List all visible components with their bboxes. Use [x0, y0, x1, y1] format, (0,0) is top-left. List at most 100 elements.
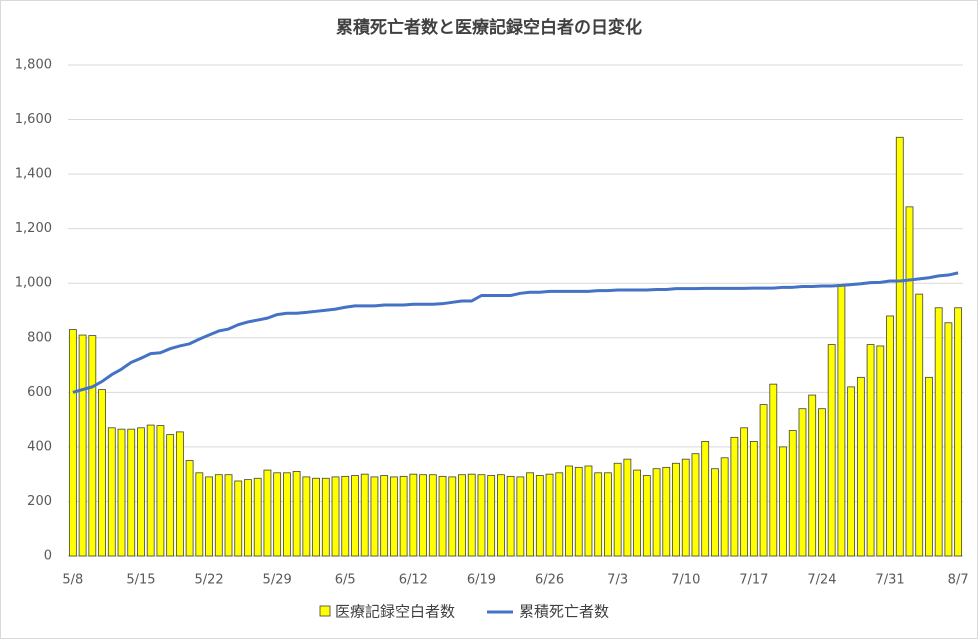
bar [623, 458, 632, 557]
legend-label: 累積死亡者数 [519, 603, 609, 621]
bar [360, 473, 369, 557]
y-tick-label: 1,400 [15, 167, 52, 182]
bar [253, 477, 262, 557]
bar [633, 469, 642, 557]
x-tick-label: 7/3 [607, 573, 628, 588]
bar [88, 335, 97, 557]
bar [535, 475, 544, 557]
bar [642, 475, 651, 557]
bar [477, 474, 486, 557]
bar [779, 446, 787, 557]
x-tick-label: 7/24 [807, 573, 836, 588]
legend-swatch [319, 605, 331, 617]
bar [166, 434, 175, 557]
bar [506, 475, 515, 557]
bar [925, 376, 933, 557]
bar [652, 468, 661, 557]
bar [419, 474, 427, 557]
bar [78, 334, 87, 557]
x-tick-label: 5/22 [194, 573, 223, 588]
bar [146, 424, 155, 557]
bar [409, 473, 418, 557]
y-tick-label: 800 [27, 330, 52, 345]
bar [808, 394, 817, 557]
bar [399, 475, 408, 557]
bar [769, 383, 778, 557]
bar [68, 329, 77, 557]
bar [331, 476, 340, 557]
bar [321, 477, 330, 557]
bar [467, 473, 476, 557]
bar [107, 427, 116, 557]
bar [856, 376, 865, 557]
bar [818, 408, 826, 557]
x-tick-label: 7/31 [875, 573, 904, 588]
x-tick-label: 8/7 [948, 573, 969, 588]
bar [555, 472, 564, 557]
chart-title: 累積死亡者数と医療記録空白者の日変化 [336, 17, 642, 38]
x-tick-label: 5/15 [126, 573, 155, 588]
bar [915, 293, 924, 557]
bar [127, 428, 136, 557]
bar [886, 315, 894, 557]
bar [282, 472, 291, 557]
y-tick-label: 600 [27, 385, 52, 400]
bar [234, 480, 243, 557]
y-tick-label: 1,200 [15, 221, 52, 236]
legend-label: 医療記録空白者数 [335, 603, 455, 621]
bar [759, 404, 768, 557]
bar [370, 476, 379, 557]
bar [292, 471, 301, 557]
y-tick-label: 1,600 [15, 112, 52, 127]
y-tick-label: 1,800 [15, 58, 52, 73]
bar [244, 479, 252, 557]
x-tick-label: 7/17 [739, 573, 768, 588]
bar [866, 344, 875, 557]
bar [380, 475, 389, 557]
bar [341, 475, 350, 557]
bar [487, 475, 496, 557]
bar [312, 477, 320, 557]
bar [438, 475, 447, 557]
bar [604, 472, 612, 557]
bar [749, 441, 758, 557]
bar [458, 474, 466, 557]
bar [545, 473, 554, 557]
bar [876, 345, 885, 557]
bar [681, 458, 690, 557]
bar [594, 472, 603, 557]
bar [574, 466, 583, 557]
bar [954, 307, 963, 557]
bar [526, 472, 534, 557]
bar [691, 453, 700, 557]
bar [137, 427, 145, 557]
y-tick-label: 1,000 [15, 276, 52, 291]
bar [565, 465, 573, 557]
bar [448, 476, 457, 557]
bar [497, 474, 505, 557]
y-tick-label: 0 [44, 549, 52, 564]
bar [837, 284, 846, 557]
bar [175, 431, 184, 557]
x-tick-label: 6/26 [535, 573, 564, 588]
bar [263, 469, 272, 557]
y-tick-label: 200 [27, 494, 52, 509]
bar [117, 428, 126, 557]
bar [584, 465, 593, 557]
bar [195, 472, 204, 557]
bar [205, 476, 213, 557]
bar [214, 474, 223, 557]
bar [662, 466, 671, 557]
bar [224, 474, 233, 557]
bar [701, 441, 710, 557]
bar [798, 408, 807, 557]
bar [273, 472, 282, 557]
bar [672, 462, 680, 557]
bar [895, 136, 904, 557]
bar [847, 386, 856, 557]
bar [720, 457, 729, 557]
x-tick-label: 6/5 [335, 573, 356, 588]
x-tick-label: 6/12 [399, 573, 428, 588]
bar [827, 344, 836, 557]
